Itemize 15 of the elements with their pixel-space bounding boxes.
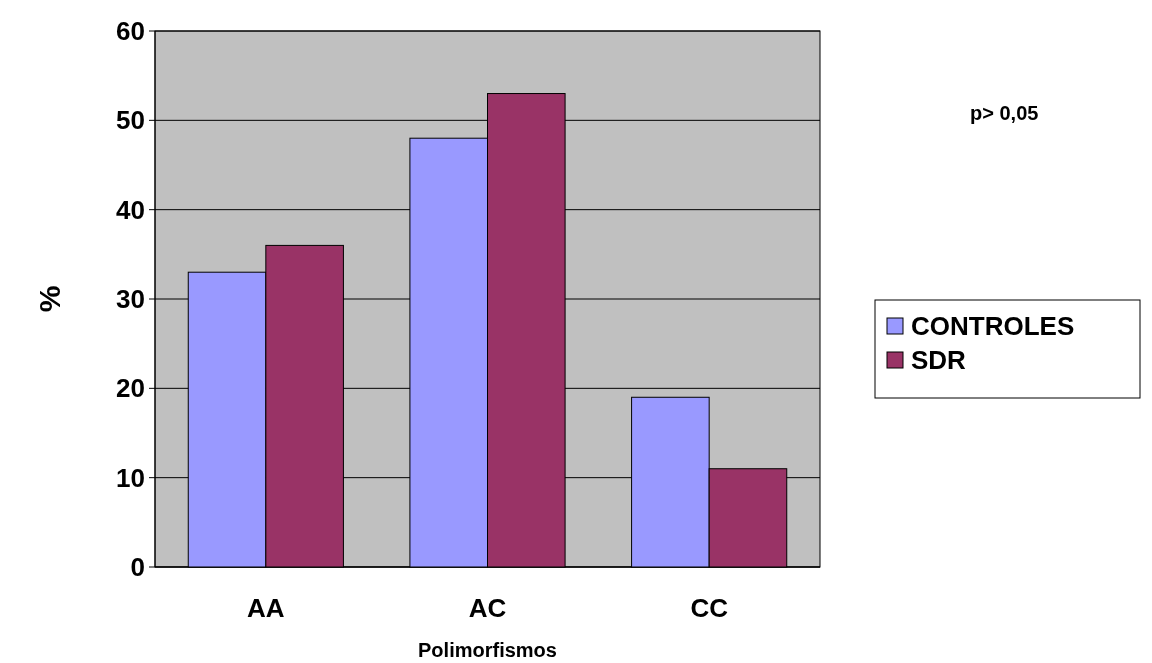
y-tick-label: 60 [116,16,145,47]
y-axis-title: % [33,285,66,313]
legend-label: SDR [911,345,967,376]
x-axis-title: Polimorfismos [418,639,557,661]
x-tick-label: AC [468,593,507,623]
text: p> 0,05 [970,102,1039,124]
legend-label: CONTROLES [911,311,1075,342]
y-tick-label: 50 [116,105,145,136]
y-tick-label: 20 [116,373,145,404]
y-tick-label: 10 [116,462,145,493]
y-tick-label: 40 [116,194,145,225]
x-tick-label: CC [690,593,729,623]
y-tick-label: 0 [130,552,145,583]
x-tick-label: AA [247,593,285,623]
y-tick-label: 30 [116,284,145,315]
